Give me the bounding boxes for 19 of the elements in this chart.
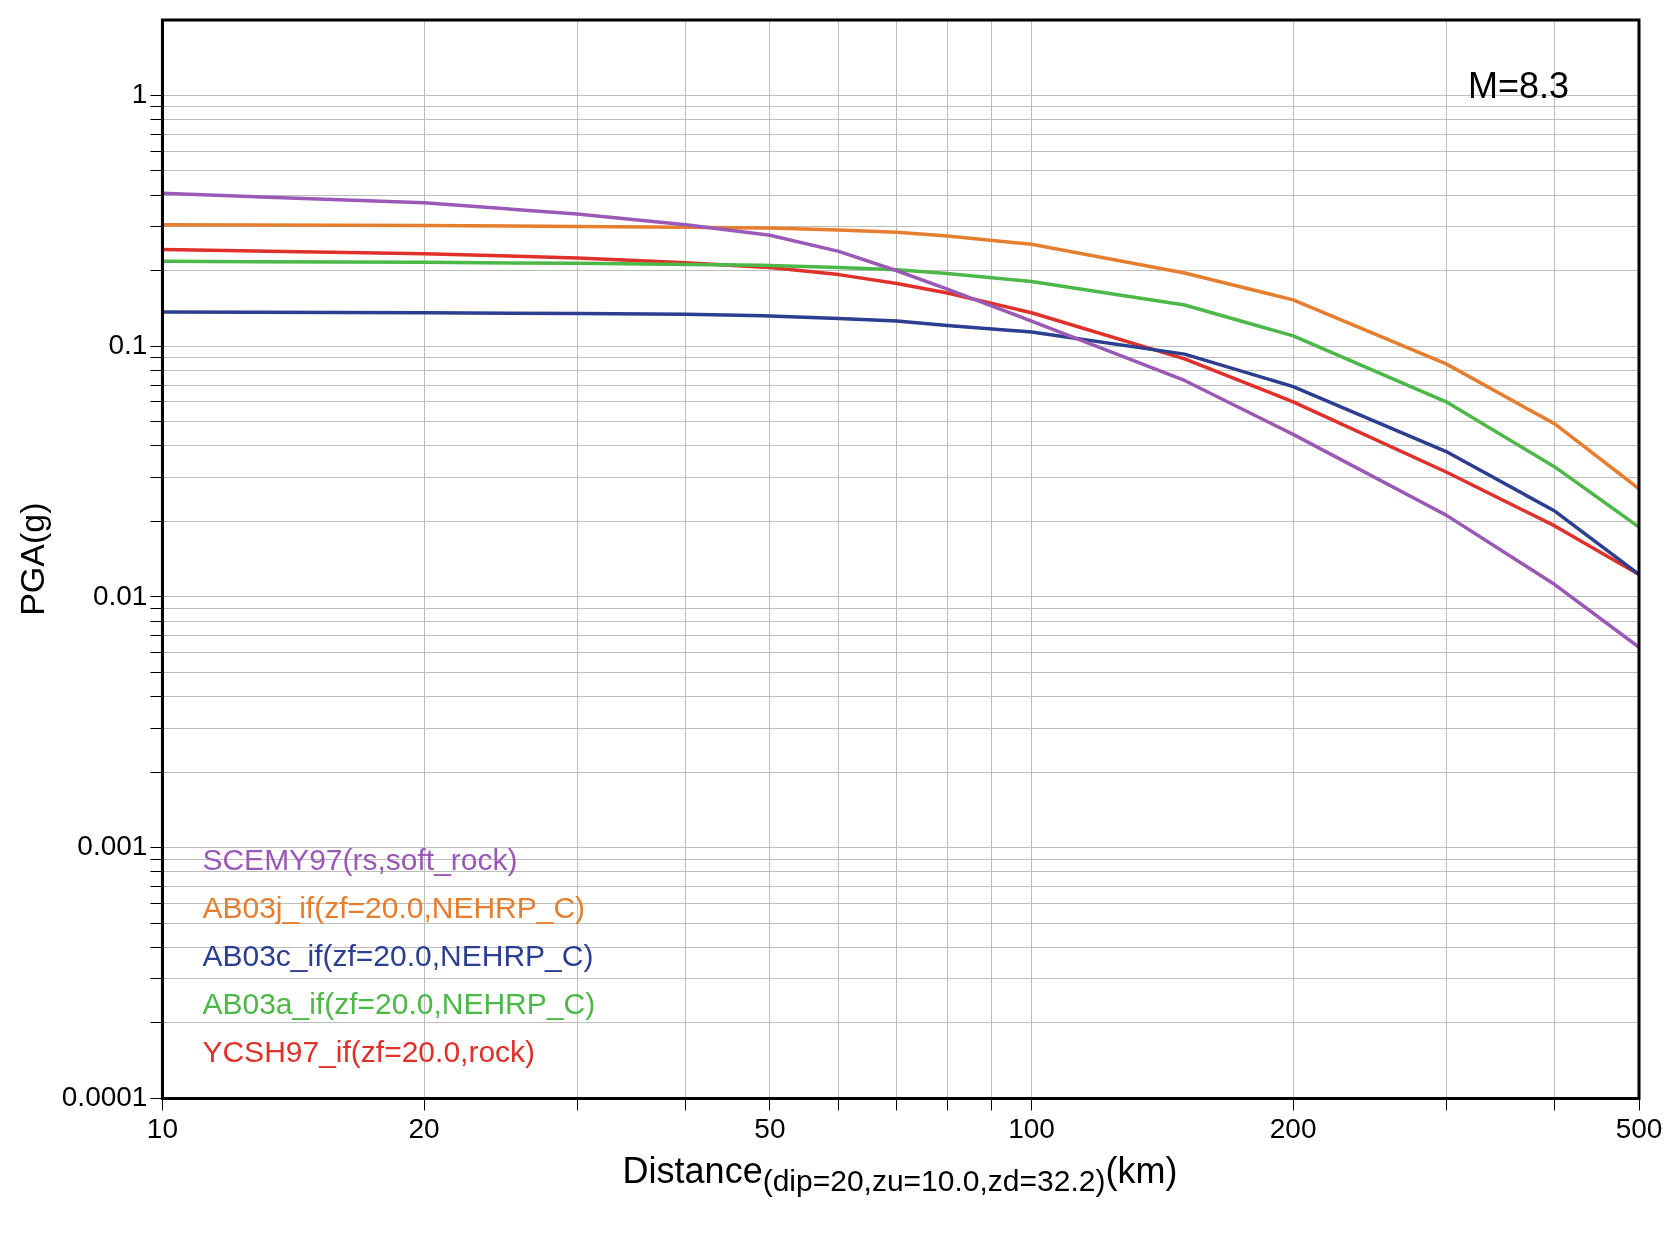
x-tick-label: 200 (1269, 1112, 1317, 1144)
text: AB03c_if(zf=20.0,NEHRP_C) (202, 938, 594, 972)
x-tick-label: 10 (146, 1112, 179, 1144)
y-tick-label: 1 (131, 78, 148, 110)
y-tick-label: 0.0001 (61, 1081, 148, 1113)
x-tick-label: 500 (1615, 1112, 1663, 1144)
y-tick-label: 0.001 (77, 830, 148, 862)
text: AB03a_if(zf=20.0,NEHRP_C) (202, 986, 596, 1020)
text: SCEMY97(rs,soft_rock) (202, 842, 518, 876)
text: YCSH97_if(zf=20.0,rock) (202, 1034, 536, 1068)
y-tick-label: 0.1 (108, 328, 148, 360)
y-axis-title: PGA(g) (12, 502, 51, 616)
text: AB03j_if(zf=20.0,NEHRP_C) (202, 890, 586, 924)
x-tick-label: 100 (1008, 1112, 1055, 1144)
y-tick-label: 0.01 (92, 579, 148, 611)
x-tick-label: 50 (754, 1112, 786, 1144)
x-tick-label: 20 (408, 1112, 440, 1144)
annotation: M=8.3 (1467, 64, 1569, 106)
x-axis-title: Distance$_{(dip=20,zu=10.0,zd=32.2)}$(km) (621, 1150, 1179, 1199)
